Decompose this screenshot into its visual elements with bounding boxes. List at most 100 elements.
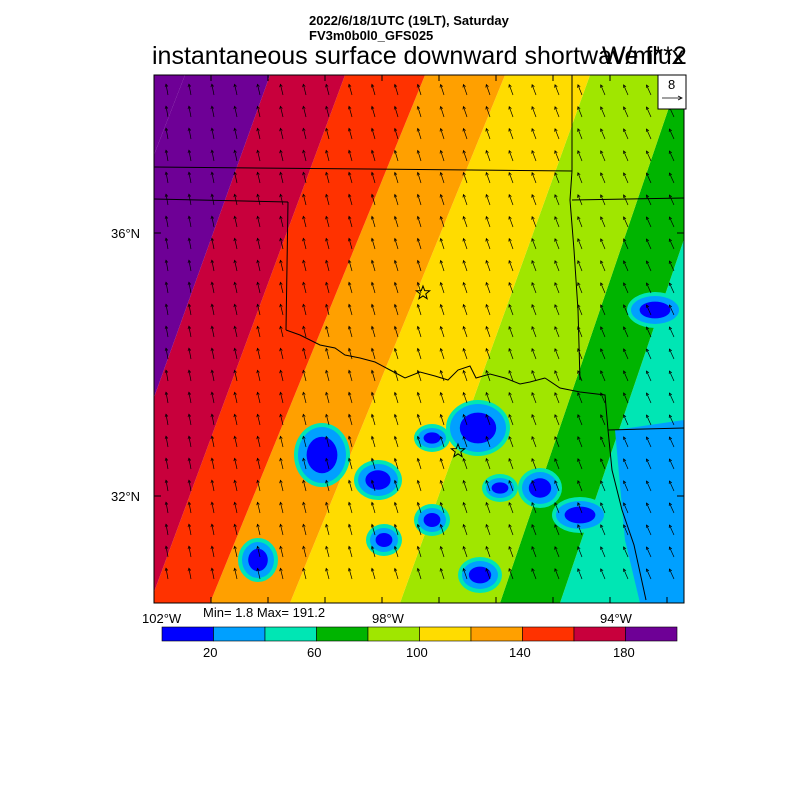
wind-arrow-head: [210, 567, 214, 572]
wind-arrow: [646, 502, 652, 514]
wind-arrow-head: [256, 171, 260, 176]
wind-arrow-head: [439, 391, 444, 396]
wind-arrow-head: [187, 149, 192, 154]
wind-arrow: [669, 172, 675, 184]
wind-arrow: [394, 436, 399, 448]
wind-arrow: [234, 348, 238, 360]
wind-arrow-head: [485, 237, 489, 242]
wind-arrow-head: [370, 303, 375, 308]
wind-arrow-head: [554, 106, 558, 110]
wind-arrow: [600, 502, 606, 514]
wind-arrow-head: [256, 237, 260, 242]
wind-arrow-head: [187, 105, 192, 110]
wind-arrow-head: [325, 435, 329, 440]
wind-arrow-head: [531, 458, 535, 462]
wind-arrow: [646, 524, 652, 536]
wind-arrow: [646, 304, 652, 316]
wind-arrow-head: [554, 480, 558, 484]
wind-arrow-head: [439, 83, 444, 88]
wind-arrow: [646, 260, 652, 272]
wind-arrow: [211, 238, 215, 250]
wind-arrow-head: [279, 347, 283, 352]
wind-arrow: [646, 546, 652, 558]
wind-arrow: [531, 524, 537, 536]
wind-arrow: [325, 370, 330, 382]
wind-arrow-head: [645, 128, 650, 132]
wind-arrow: [280, 348, 284, 360]
wind-arrow: [348, 84, 353, 96]
wind-arrow: [348, 304, 353, 316]
wind-arrow-head: [302, 83, 306, 88]
wind-arrow-head: [416, 83, 421, 88]
wind-arrow-head: [668, 436, 673, 441]
wind-arrow: [188, 106, 192, 118]
wind-arrow: [554, 370, 560, 382]
wind-arrow: [211, 436, 215, 448]
wind-arrow-head: [623, 414, 627, 418]
wind-arrow: [234, 150, 238, 162]
wind-arrow: [554, 106, 560, 118]
wind-arrow: [371, 546, 376, 558]
wind-arrow-head: [370, 237, 375, 242]
wind-arrow: [669, 502, 675, 514]
wind-arrow: [188, 568, 192, 580]
wind-arrow-head: [577, 238, 581, 242]
wind-arrow: [302, 502, 307, 514]
wind-arrow: [394, 480, 399, 492]
wind-arrow-head: [645, 238, 650, 242]
wind-arrow-head: [554, 216, 558, 220]
wind-arrow-head: [508, 216, 512, 220]
wind-arrow-head: [508, 326, 512, 330]
wind-arrow: [669, 392, 675, 404]
wind-reference-box: 8: [657, 74, 687, 110]
wind-arrow-head: [325, 259, 329, 264]
wind-arrow-head: [668, 326, 673, 331]
wind-arrow-head: [416, 413, 421, 418]
wind-arrow: [508, 106, 514, 118]
wind-arrow: [669, 524, 675, 536]
wind-arrow: [485, 414, 491, 426]
wind-arrow: [280, 436, 284, 448]
wind-arrow-head: [439, 369, 444, 374]
wind-arrow-head: [370, 435, 375, 440]
wind-arrow-head: [554, 304, 558, 308]
wind-arrow: [646, 568, 652, 580]
wind-arrow: [623, 194, 629, 206]
wind-arrow-head: [577, 326, 581, 330]
wind-arrow: [508, 84, 514, 96]
wind-arrow: [463, 172, 468, 184]
wind-arrow-head: [416, 501, 421, 506]
wind-arrow: [554, 216, 560, 228]
wind-arrow-head: [462, 171, 466, 176]
wind-arrow-head: [645, 216, 650, 220]
wind-arrow-head: [210, 281, 214, 286]
wind-arrow-head: [462, 545, 466, 550]
wind-arrow-head: [668, 128, 673, 133]
wind-arrow-head: [325, 237, 329, 242]
wind-arrow-head: [600, 84, 604, 88]
wind-arrow-head: [531, 128, 535, 132]
wind-arrow-head: [531, 414, 535, 418]
wind-arrow: [348, 172, 353, 184]
wind-arrow-head: [531, 370, 535, 374]
wind-arrow-head: [439, 149, 444, 154]
wind-arrow-head: [164, 325, 169, 330]
wind-arrow-head: [554, 238, 558, 242]
wind-arrow: [440, 304, 445, 316]
wind-arrow-head: [554, 84, 558, 88]
wind-arrow-head: [325, 281, 329, 286]
wind-arrow: [485, 106, 491, 118]
wind-arrow: [669, 194, 675, 206]
wind-arrow-head: [164, 567, 169, 572]
wind-arrow-head: [531, 436, 535, 440]
wind-arrow: [463, 216, 468, 228]
wind-arrow: [417, 106, 422, 118]
wind-arrow: [531, 458, 537, 470]
flux-band: [154, 75, 185, 155]
wind-arrow: [188, 348, 192, 360]
wind-arrow: [577, 128, 583, 140]
wind-arrow-head: [668, 370, 673, 375]
wind-arrow-head: [485, 545, 489, 550]
city-markers: [414, 284, 467, 458]
wind-arrow: [577, 414, 583, 426]
